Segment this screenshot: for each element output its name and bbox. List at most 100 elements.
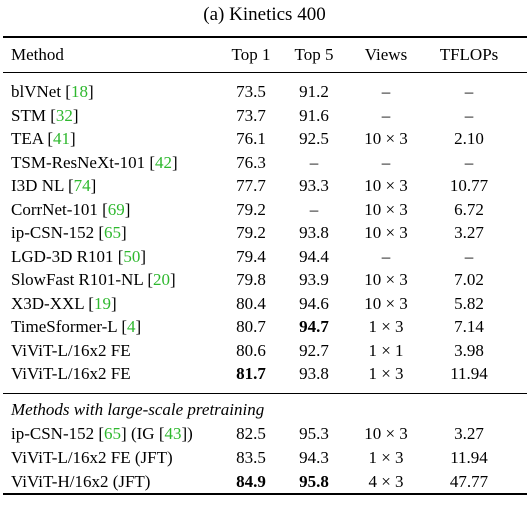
header-top5: Top 5 — [294, 45, 334, 64]
top1-cell: 82.5 — [236, 424, 266, 443]
method-name: ViViT-L/16x2 FE (JFT) — [11, 448, 173, 467]
table-row: LGD-3D R101 [50] 79.4 94.4 – – — [0, 245, 529, 268]
top5-cell: 95.3 — [299, 424, 329, 443]
table-row: ViViT-L/16x2 FE 81.7 93.8 1 × 3 11.94 — [0, 362, 529, 385]
top5-cell: 94.4 — [299, 246, 329, 266]
tflops-cell: 47.77 — [449, 472, 489, 491]
tflops-cell: 11.94 — [450, 364, 488, 383]
views-cell: – — [381, 105, 391, 125]
header-method: Method — [11, 45, 64, 64]
top5-cell: 95.8 — [299, 472, 329, 491]
method-name: TimeSformer-L — [11, 317, 118, 336]
top5-cell: 94.3 — [299, 448, 329, 467]
tflops-cell: 11.94 — [450, 448, 488, 467]
table-row: SlowFast R101-NL [20] 79.8 93.9 10 × 3 7.02 — [0, 268, 529, 291]
table-row: ip-CSN-152 [65] (IG [43]) 82.5 95.3 10 × 3 3… — [0, 422, 529, 445]
top5-cell: 93.8 — [299, 223, 329, 242]
method-cell: X3D-XXL [19] — [11, 293, 117, 313]
tflops-cell: 7.14 — [454, 317, 484, 336]
views-cell: 1 × 3 — [368, 364, 404, 383]
citation-link: 20 — [153, 270, 170, 289]
views-cell: 10 × 3 — [364, 129, 408, 148]
top5-cell: 94.6 — [299, 293, 329, 313]
method-name: SlowFast R101-NL — [11, 270, 144, 289]
method-cell: TimeSformer-L [4] — [11, 317, 142, 336]
top1-cell: 79.4 — [236, 246, 266, 266]
method-name: TEA — [11, 129, 44, 148]
citation-link: 65 — [104, 424, 122, 443]
method-extra: (IG — [126, 424, 159, 443]
method-cell: TSM-ResNeXt-101 [42] — [11, 152, 178, 172]
tflops-cell: 6.72 — [454, 199, 484, 219]
top1-cell: 84.9 — [236, 472, 266, 491]
citation-link: 43 — [164, 424, 182, 443]
table-row: TSM-ResNeXt-101 [42] 76.3 – – – — [0, 151, 529, 174]
method-cell: ViViT-H/16x2 (JFT) — [11, 470, 150, 493]
top5-cell: 91.6 — [299, 105, 329, 125]
views-cell: 10 × 3 — [364, 223, 408, 242]
section-rule — [3, 393, 527, 394]
top5-cell: 93.3 — [299, 176, 329, 195]
table-row: TEA [41] 76.1 92.5 10 × 3 2.10 — [0, 127, 529, 150]
tflops-cell: 10.77 — [449, 176, 489, 195]
section-title: Methods with large-scale pretraining — [11, 400, 265, 419]
header-tflops: TFLOPs — [439, 45, 499, 64]
top5-cell: – — [309, 152, 319, 172]
top1-cell: 80.4 — [236, 293, 266, 313]
bottom-rule — [3, 493, 527, 495]
views-cell: 1 × 3 — [368, 317, 404, 336]
top1-cell: 83.5 — [236, 448, 266, 467]
top1-cell: 80.6 — [236, 340, 266, 360]
top5-cell: 93.9 — [299, 270, 329, 289]
method-name: TSM-ResNeXt-101 — [11, 152, 146, 172]
tflops-cell: 7.02 — [454, 270, 484, 289]
method-cell: STM [32] — [11, 105, 79, 125]
top1-cell: 79.8 — [236, 270, 266, 289]
method-cell: ViViT-L/16x2 FE — [11, 339, 131, 362]
method-name: ip-CSN-152 — [11, 223, 95, 242]
top5-cell: 94.7 — [299, 317, 329, 336]
citation-link: 4 — [126, 317, 136, 336]
header-rule — [3, 72, 527, 73]
citation-link: 74 — [73, 176, 91, 195]
method-name: LGD-3D R101 — [11, 246, 114, 266]
views-cell: 4 × 3 — [368, 472, 404, 491]
citation-link: 69 — [107, 199, 125, 219]
views-cell: 10 × 3 — [364, 270, 408, 289]
method-name: ViViT-L/16x2 FE — [11, 364, 131, 383]
citation-link: 32 — [55, 105, 73, 125]
top1-cell: 81.7 — [236, 364, 266, 383]
top1-cell: 80.7 — [236, 317, 266, 336]
views-cell: 10 × 3 — [364, 176, 408, 195]
method-cell: ViViT-L/16x2 FE (JFT) — [11, 446, 173, 469]
tflops-cell: – — [464, 152, 474, 172]
method-cell: I3D NL [74] — [11, 176, 97, 195]
citation-link: 42 — [155, 152, 173, 172]
top5-cell: 92.7 — [299, 340, 329, 360]
top5-cell: – — [309, 199, 319, 219]
method-name: X3D-XXL — [11, 293, 85, 313]
tflops-cell: 3.27 — [454, 424, 484, 443]
header-top1: Top 1 — [231, 45, 271, 64]
views-cell: 10 × 3 — [364, 424, 408, 443]
method-name: ip-CSN-152 — [11, 424, 95, 443]
views-cell: 10 × 3 — [364, 293, 408, 313]
table-caption: (a) Kinetics 400 — [203, 4, 326, 25]
table-row: ViViT-L/16x2 FE (JFT) 83.5 94.3 1 × 3 11.94 — [0, 446, 529, 469]
method-cell: CorrNet-101 [69] — [11, 199, 131, 219]
table-row: TimeSformer-L [4] 80.7 94.7 1 × 3 7.14 — [0, 315, 529, 338]
tflops-cell: – — [464, 105, 474, 125]
table-row: ViViT-H/16x2 (JFT) 84.9 95.8 4 × 3 47.77 — [0, 470, 529, 493]
method-cell: LGD-3D R101 [50] — [11, 246, 147, 266]
views-cell: 1 × 1 — [368, 340, 404, 360]
header-row: Method Top 1 Top 5 Views TFLOPs — [0, 43, 529, 66]
table-row: blVNet [18] 73.5 91.2 – – — [0, 80, 529, 103]
tflops-cell: 3.27 — [454, 223, 484, 242]
views-cell: – — [381, 152, 391, 172]
method-cell: ip-CSN-152 [65] — [11, 223, 127, 242]
top-rule — [3, 36, 527, 38]
views-cell: 10 × 3 — [364, 199, 408, 219]
method-name: blVNet — [11, 82, 62, 101]
method-name: ViViT-L/16x2 FE — [11, 340, 131, 360]
top1-cell: 73.5 — [236, 82, 266, 101]
